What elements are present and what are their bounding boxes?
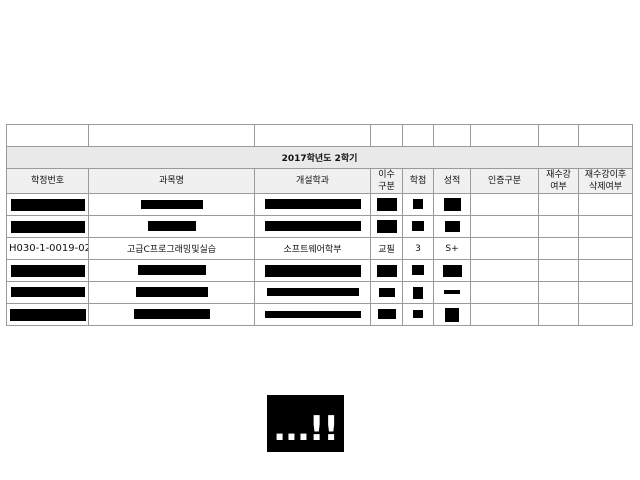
redacted-cell xyxy=(88,193,255,216)
redaction-bar xyxy=(266,288,359,296)
redaction-bar xyxy=(376,264,397,277)
top-strip xyxy=(6,124,633,147)
course-credits: 3 xyxy=(402,237,434,260)
redacted-cell xyxy=(88,281,255,304)
course-category: 교필 xyxy=(370,237,403,260)
redaction-bar xyxy=(376,198,397,211)
redacted-cell xyxy=(6,303,89,326)
header-row: 학정번호 과목명 개설학과 이수 구분 학점 성적 인증구분 재수강 여부 재수강이… xyxy=(6,168,633,194)
redacted-cell xyxy=(254,259,371,282)
grades-table: 2017학년도 2학기 학정번호 과목명 개설학과 이수 구분 학점 성적 인증구… xyxy=(6,124,633,326)
redaction-bar xyxy=(377,309,396,320)
course-code: H030-1-0019-02 xyxy=(6,237,89,260)
col-header-cert: 인증구분 xyxy=(470,168,539,194)
redaction-bar xyxy=(137,265,206,276)
redaction-bar xyxy=(135,287,208,298)
redacted-cell xyxy=(433,193,471,216)
redacted-cell xyxy=(402,303,434,326)
table-row xyxy=(6,193,633,216)
redacted-cell xyxy=(254,303,371,326)
redaction-bar xyxy=(10,198,85,211)
redacted-cell xyxy=(370,303,403,326)
table-row xyxy=(6,281,633,304)
redaction-bar xyxy=(444,221,460,232)
redaction-bar xyxy=(442,264,462,277)
redaction-bar xyxy=(413,286,423,299)
redacted-cell xyxy=(402,259,434,282)
redacted-cell xyxy=(433,259,471,282)
redacted-cell xyxy=(433,303,471,326)
redaction-bar xyxy=(264,221,361,232)
redacted-cell xyxy=(370,215,403,238)
redaction-bar xyxy=(264,310,361,318)
col-header-credits: 학점 xyxy=(402,168,434,194)
col-header-grade: 성적 xyxy=(433,168,471,194)
redacted-cell xyxy=(6,215,89,238)
table-row xyxy=(6,259,633,282)
redaction-bar xyxy=(378,287,395,297)
redacted-cell xyxy=(254,281,371,304)
col-header-retake-delete: 재수강이후 삭제여부 xyxy=(578,168,633,194)
redaction-bar xyxy=(376,220,397,233)
col-header-category: 이수 구분 xyxy=(370,168,403,194)
redaction-bar xyxy=(9,308,86,321)
redacted-cell xyxy=(6,193,89,216)
redacted-cell xyxy=(254,215,371,238)
redacted-cell xyxy=(254,193,371,216)
redacted-cell xyxy=(370,259,403,282)
semester-title: 2017학년도 2학기 xyxy=(6,146,633,169)
redacted-cell xyxy=(402,281,434,304)
redaction-bar xyxy=(412,265,424,276)
table-row xyxy=(6,215,633,238)
table-row: H030-1-0019-02 고급C프로그래밍및실습 소프트웨어학부 교필 3 … xyxy=(6,237,633,260)
semester-row: 2017학년도 2학기 xyxy=(6,146,633,169)
col-header-course: 과목명 xyxy=(88,168,255,194)
redacted-cell xyxy=(370,193,403,216)
course-name: 고급C프로그래밍및실습 xyxy=(88,237,255,260)
redaction-bar xyxy=(133,309,210,320)
redacted-cell xyxy=(433,281,471,304)
redaction-bar xyxy=(413,199,423,210)
redaction-bar xyxy=(10,287,85,298)
redaction-bar xyxy=(147,221,196,232)
redacted-cell xyxy=(402,193,434,216)
redaction-bar xyxy=(140,199,203,209)
redacted-cell xyxy=(433,215,471,238)
course-dept: 소프트웨어학부 xyxy=(254,237,371,260)
redaction-bar xyxy=(10,264,85,277)
redaction-bar xyxy=(445,307,459,322)
redaction-bar xyxy=(444,290,460,294)
grade-sheet: 2017학년도 2학기 학정번호 과목명 개설학과 이수 구분 학점 성적 인증구… xyxy=(6,124,633,326)
redaction-bar xyxy=(264,264,361,277)
col-header-code: 학정번호 xyxy=(6,168,89,194)
col-header-retake: 재수강 여부 xyxy=(538,168,579,194)
table-row xyxy=(6,303,633,326)
redaction-bar xyxy=(10,220,85,233)
redacted-cell xyxy=(88,259,255,282)
col-header-dept: 개설학과 xyxy=(254,168,371,194)
redacted-cell xyxy=(370,281,403,304)
redacted-cell xyxy=(6,281,89,304)
redacted-cell xyxy=(6,259,89,282)
redaction-bar xyxy=(412,221,424,232)
logo-stamp: ...!! xyxy=(267,395,344,452)
redaction-bar xyxy=(264,199,361,210)
redacted-cell xyxy=(88,215,255,238)
redaction-bar xyxy=(413,310,423,318)
course-grade: S+ xyxy=(433,237,471,260)
redacted-cell xyxy=(88,303,255,326)
redaction-bar xyxy=(443,198,461,211)
redacted-cell xyxy=(402,215,434,238)
